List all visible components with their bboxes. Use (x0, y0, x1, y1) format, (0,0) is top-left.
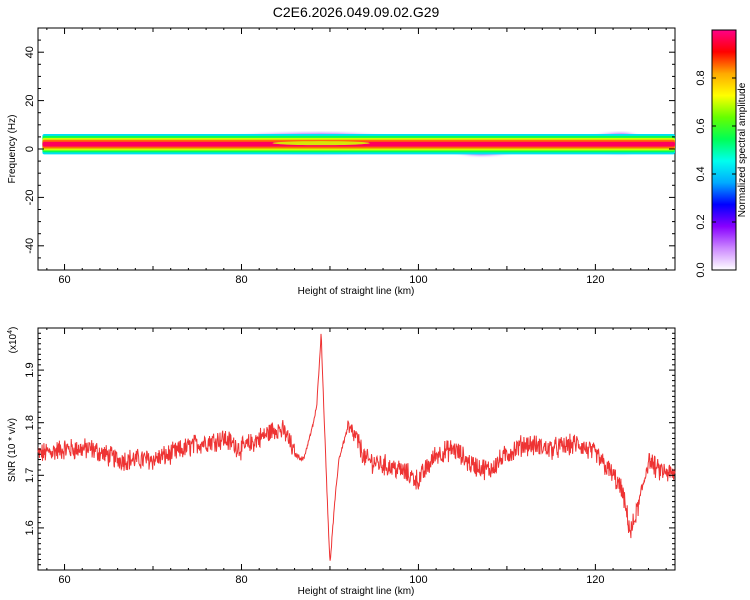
colorbar-tick-label: 0.8 (695, 70, 707, 85)
y-tick-label: 1.7 (24, 468, 36, 483)
y-tick-label: 1.8 (24, 415, 36, 430)
x-tick-label: 80 (235, 574, 247, 586)
y-tick-label: 40 (24, 46, 36, 58)
colorbar-tick-label: 0.4 (695, 166, 707, 181)
y-tick-label: 20 (24, 94, 36, 106)
y-tick-label: -20 (24, 189, 36, 205)
snr-series-line (37, 333, 676, 561)
x-tick-label: 80 (235, 274, 247, 286)
x-tick-label: 120 (586, 274, 604, 286)
x-tick-label: 60 (58, 574, 70, 586)
spectrogram-peak (272, 141, 370, 146)
snr-panel: 60 80 100 120 1.6 1.7 1.8 1.9 Height of straig… (7, 327, 676, 597)
snr-scale-label: (x104) (7, 327, 19, 354)
snr-y-axis-label: SNR (10 * v/v) (7, 418, 18, 482)
colorbar-tick-label: 0.2 (695, 214, 707, 229)
x-tick-label: 100 (409, 274, 427, 286)
spectrogram-x-axis-label: Height of straight line (km) (298, 286, 415, 297)
chart-title: C2E6.2026.049.09.02.G29 (272, 4, 440, 20)
snr-x-axis-label: Height of straight line (km) (298, 586, 415, 597)
y-tick-label: 1.6 (24, 520, 36, 535)
y-tick-label: 0 (24, 146, 36, 152)
x-tick-label: 100 (409, 574, 427, 586)
y-tick-label: -40 (24, 238, 36, 254)
spectrogram-y-axis-label: Frequency (Hz) (7, 115, 18, 184)
colorbar-label: Normalized spectral amplitude (737, 82, 748, 217)
colorbar-tick-label: 0.0 (695, 262, 707, 277)
x-tick-label: 120 (586, 574, 604, 586)
spectrogram-panel: 60 80 100 120 -40 -20 0 20 40 Height of straigh… (7, 27, 676, 297)
colorbar-gradient (711, 29, 737, 271)
colorbar: 0.0 0.2 0.4 0.6 0.8 Normalized spectral ampl… (695, 29, 748, 278)
colorbar-tick-label: 0.6 (695, 118, 707, 133)
spectrogram-heatmap (42, 133, 676, 156)
x-tick-label: 60 (58, 274, 70, 286)
y-tick-label: 1.9 (24, 362, 36, 377)
